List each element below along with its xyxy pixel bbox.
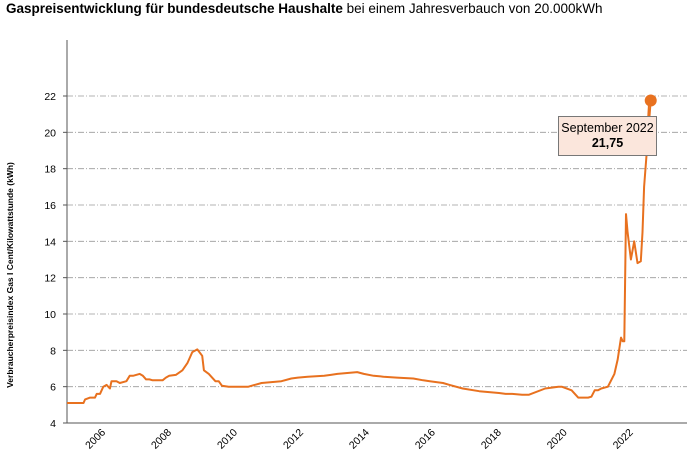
grid-lines [67,95,687,388]
x-tick-label: 2008 [149,427,174,452]
x-tick-label: 2014 [347,427,372,452]
y-axis-title: Verbraucherpreisindex Gas I Cent/Kilowat… [5,162,15,388]
axes [63,40,687,424]
callout-label: September 2022 [561,121,654,135]
y-tick-label: 12 [44,273,56,285]
x-tick-label: 2012 [281,427,306,452]
x-tick-label: 2018 [479,427,504,452]
callout-value: 21,75 [591,136,624,150]
x-tick-label: 2016 [413,427,438,452]
highlight-point[interactable] [644,94,657,107]
y-tick-label: 22 [44,91,56,103]
callout-box: September 2022 21,75 [558,116,657,156]
y-tick-label: 20 [44,127,56,139]
x-tick-label: 2010 [215,427,240,452]
y-tick-label: 14 [44,236,56,248]
y-tick-label: 8 [50,345,56,357]
x-tick-label: 2006 [83,427,108,452]
y-tick-labels: 4 6 8 10 12 14 16 18 20 22 [44,91,56,430]
y-tick-label: 18 [44,164,56,176]
series-line [67,100,652,404]
y-tick-label: 16 [44,200,56,212]
y-tick-label: 4 [50,418,56,430]
chart-title-bold: Gaspreisentwicklung für bundesdeutsche H… [6,1,343,16]
x-tick-labels: 2006 2008 2010 2012 2014 2016 2018 2020 2022 [83,427,636,452]
y-tick-label: 6 [50,382,56,394]
chart-title: Gaspreisentwicklung für bundesdeutsche H… [6,1,602,16]
y-tick-label: 10 [44,309,56,321]
x-tick-label: 2022 [611,427,636,452]
x-tick-label: 2020 [545,427,570,452]
chart-title-rest: bei einem Jahresverbauch von 20.000kWh [342,1,603,16]
callout-leader [647,104,650,118]
